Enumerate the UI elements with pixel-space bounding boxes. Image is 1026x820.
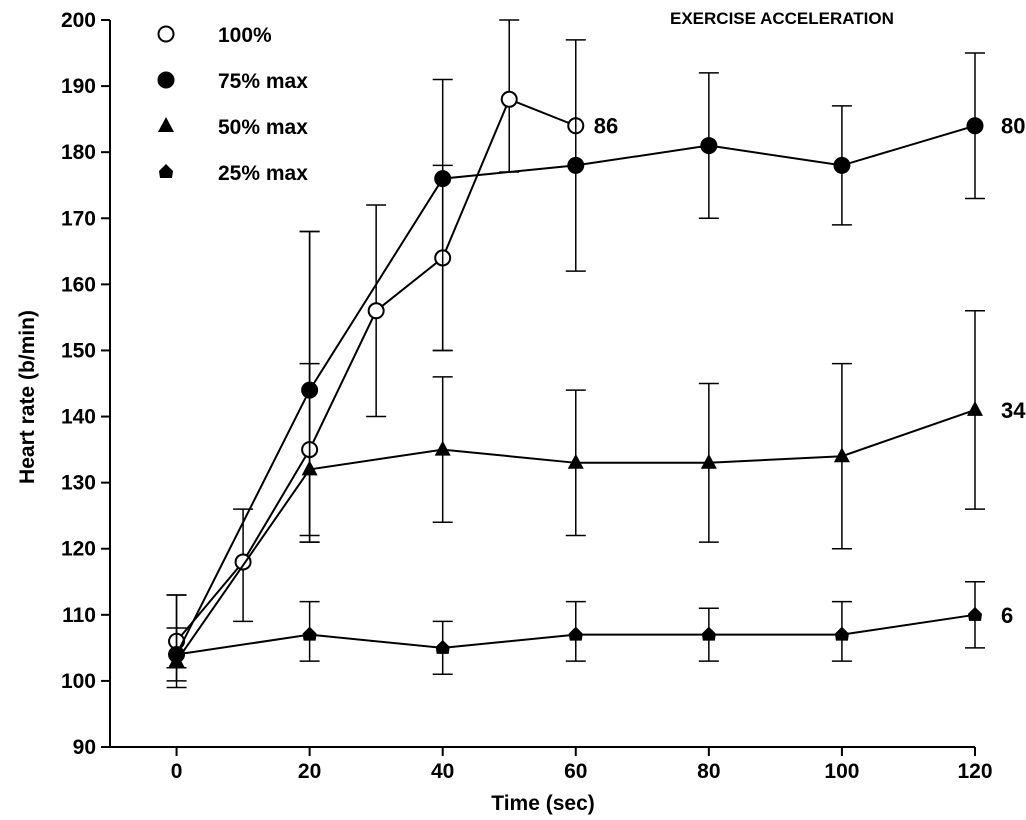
data-point [833, 156, 851, 174]
data-point [967, 400, 983, 416]
data-point [700, 137, 718, 155]
y-axis-title: Heart rate (b/min) [16, 310, 39, 484]
y-tick-label: 110 [62, 604, 96, 627]
data-point [567, 453, 584, 469]
legend-label: 25% max [218, 162, 308, 185]
y-tick-label: 90 [73, 736, 96, 759]
legend: 100% 75% max 50% max 25% max [157, 24, 308, 185]
y-tick-label: 140 [61, 406, 96, 429]
y-tick-label: 130 [61, 472, 96, 495]
x-tick-label: 40 [431, 760, 454, 783]
series-end-label: 6 [1001, 603, 1013, 628]
y-tick-label: 160 [61, 273, 96, 296]
x-axis-title: Time (sec) [491, 792, 595, 815]
y-tick-label: 200 [61, 9, 96, 32]
data-point [367, 302, 385, 320]
data-point [435, 639, 450, 654]
y-tick-label: 150 [61, 339, 96, 362]
data-point [833, 447, 850, 463]
data-point [700, 453, 717, 469]
data-point [701, 626, 716, 641]
data-point [302, 626, 317, 641]
series-end-label: 86 [594, 114, 618, 139]
legend-marker [159, 164, 173, 178]
x-tick-label: 20 [298, 760, 321, 783]
x-tick-label: 0 [171, 760, 183, 783]
x-tick-label: 60 [564, 760, 587, 783]
series-2: 34 [168, 230, 1026, 668]
series-end-label: 80 [1001, 114, 1025, 139]
data-point [567, 156, 585, 174]
legend-marker [157, 25, 175, 43]
data-point [301, 460, 318, 476]
y-tick-label: 170 [61, 207, 96, 230]
data-point [968, 606, 982, 621]
y-tick-label: 120 [61, 538, 96, 561]
x-tick-label: 80 [697, 760, 720, 783]
y-tick-label: 190 [61, 75, 96, 98]
x-tick-label: 120 [957, 760, 992, 783]
y-tick-label: 100 [61, 670, 96, 693]
data-point [434, 170, 452, 188]
data-point [500, 90, 518, 108]
legend-label: 100% [218, 24, 272, 47]
series-end-label: 34 [1001, 398, 1026, 423]
chart-title: EXERCISE ACCELERATION [670, 9, 894, 28]
data-point [568, 626, 583, 641]
data-point [966, 117, 984, 135]
x-tick-label: 100 [824, 760, 859, 783]
legend-marker [158, 117, 174, 132]
data-point [169, 646, 184, 661]
data-point [834, 626, 849, 641]
axes: 90 100 110 120 130 140 150 160 170 180 190 200 0 20 40… [61, 9, 993, 783]
plot-area: 86 80 34 6 [166, 19, 1026, 689]
legend-label: 50% max [218, 116, 308, 139]
y-tick-label: 180 [61, 141, 96, 164]
series-3: 6 [166, 581, 1013, 689]
data-point [434, 440, 451, 456]
legend-marker [157, 71, 175, 89]
legend-label: 75% max [218, 70, 308, 93]
